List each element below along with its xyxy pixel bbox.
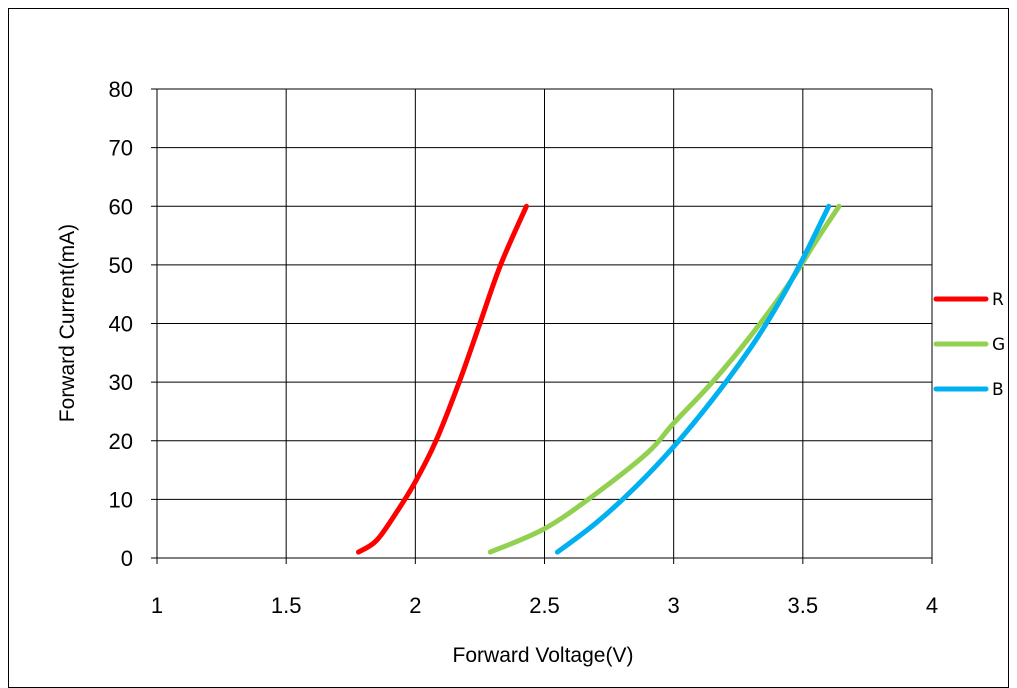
y-tick-label: 70: [109, 136, 133, 161]
y-tick-label: 30: [109, 370, 133, 395]
y-tick-label: 20: [109, 429, 133, 454]
x-axis-title: Forward Voltage(V): [453, 644, 634, 667]
legend-label-b: B: [992, 380, 1004, 400]
x-tick-labels: 1 1.5 2 2.5 3 3.5 4: [151, 593, 938, 618]
y-tick-label: 80: [109, 77, 133, 102]
x-tick-label: 3.5: [788, 593, 819, 618]
y-tick-label: 60: [109, 194, 133, 219]
legend-label-r: R: [992, 290, 1004, 310]
y-tick-labels: 0 10 20 30 40 50 60 70 80: [109, 77, 133, 571]
x-tick-label: 2: [409, 593, 421, 618]
grid: [151, 88, 933, 564]
y-tick-label: 0: [121, 546, 133, 571]
x-tick-label: 3: [668, 593, 680, 618]
x-tick-label: 1: [151, 593, 163, 618]
y-tick-label: 10: [109, 487, 133, 512]
legend-label-g: G: [992, 335, 1005, 355]
series-line-g: [487, 203, 842, 555]
x-tick-label: 2.5: [529, 593, 560, 618]
y-tick-label: 50: [109, 253, 133, 278]
series-line-b: [554, 203, 832, 555]
series-lines: [356, 203, 842, 555]
x-tick-label: 1.5: [271, 593, 302, 618]
x-tick-label: 4: [926, 593, 938, 618]
legend: R G B: [933, 290, 1005, 400]
y-axis-title: Forward Current(mA): [56, 224, 79, 422]
y-tick-label: 40: [109, 312, 133, 337]
series-line-r: [356, 203, 529, 555]
